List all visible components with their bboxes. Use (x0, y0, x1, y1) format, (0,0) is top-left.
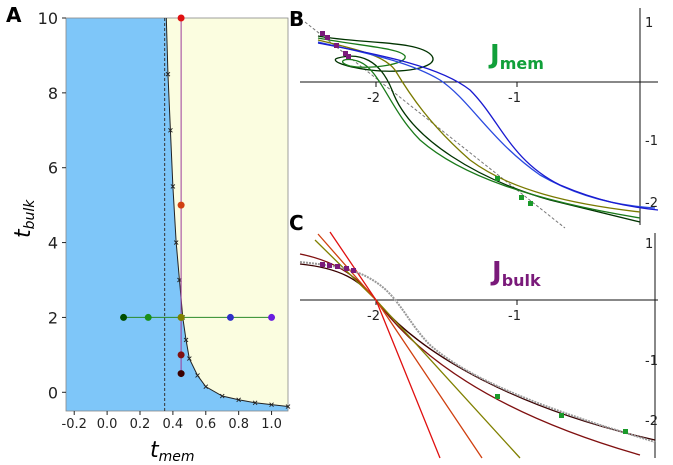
boundary-marker (252, 400, 258, 406)
panel-b-curve (317, 35, 641, 223)
panel-c-ytick-label: 1 (645, 237, 653, 252)
panel-b-ytick-label: -1 (645, 134, 658, 149)
panel-b-curve (317, 42, 659, 211)
data-point (177, 370, 185, 378)
data-point (177, 351, 185, 359)
x-tick-label: 0.2 (130, 417, 151, 432)
panel-c-plot: -2 -1 1 -1 -2 Jbulk (299, 231, 658, 459)
y-tick-label: 10 (38, 9, 58, 28)
panel-c-dashed-curve (299, 261, 656, 443)
purple-marker (325, 35, 330, 40)
purple-marker (327, 263, 332, 268)
panel-a-plot (65, 14, 291, 412)
panel-c-line (299, 263, 656, 441)
panel-c-line (314, 239, 521, 459)
boundary-marker (219, 393, 225, 399)
data-point (177, 14, 185, 22)
green-marker (623, 429, 628, 434)
y-tick-label: 4 (48, 234, 58, 253)
panel-b-xtick-label: -2 (367, 91, 380, 106)
panel-a-x-ticks: -0.2 0.0 0.2 0.4 0.6 0.8 1.0 (62, 411, 282, 432)
panel-a-y-ticks: 0 2 4 6 8 10 (38, 9, 66, 402)
green-marker (495, 394, 500, 399)
boundary-marker (165, 71, 171, 77)
panel-label-a: A (6, 3, 22, 27)
data-point (177, 313, 185, 321)
panel-c-markers (320, 262, 628, 434)
panel-b-plot: -2 -1 1 -1 -2 Jmem (300, 8, 659, 229)
purple-marker (344, 266, 349, 271)
boundary-marker (285, 404, 291, 409)
purple-marker (346, 54, 351, 59)
x-tick-label: -0.2 (62, 417, 87, 432)
y-tick-label: 0 (48, 383, 58, 402)
panel-c-xtick-label: -2 (367, 309, 380, 324)
green-marker (495, 176, 500, 181)
y-tick-label: 8 (48, 84, 58, 103)
boundary-marker (203, 384, 209, 389)
y-tick-label: 6 (48, 159, 58, 178)
panel-label-c: C (289, 211, 304, 235)
panel-c-line (299, 253, 641, 456)
boundary-marker (170, 184, 176, 189)
green-marker (559, 413, 564, 418)
data-point (120, 313, 128, 321)
purple-marker (335, 264, 340, 269)
green-marker (519, 195, 524, 200)
panel-b-markers (320, 31, 533, 206)
x-tick-label: 0.4 (163, 417, 184, 432)
panel-b-annotation: Jmem (488, 40, 544, 73)
boundary-marker (195, 373, 200, 378)
panel-c-ytick-label: -1 (645, 354, 658, 369)
purple-marker (351, 268, 356, 273)
purple-marker (320, 262, 325, 267)
x-tick-label: 0.0 (97, 417, 118, 432)
data-point (268, 313, 276, 321)
panel-b-curve (317, 37, 641, 219)
data-point (144, 313, 152, 321)
purple-marker (334, 43, 339, 48)
panel-a-xlabel: tmem (150, 438, 195, 465)
boundary-marker (269, 402, 274, 407)
x-tick-label: 1.0 (261, 417, 282, 432)
panel-c-line (329, 231, 441, 459)
boundary-markers (165, 71, 291, 409)
purple-marker (320, 31, 325, 36)
region-right (166, 18, 288, 407)
x-tick-label: 0.6 (195, 417, 216, 432)
panel-b-xtick-label: -1 (508, 91, 521, 106)
panel-a-frame (65, 17, 289, 412)
panel-b-ytick-label: 1 (645, 16, 653, 31)
boundary-marker (187, 356, 192, 361)
panel-a-ylabel: tbulk (11, 199, 38, 238)
purple-marker (343, 51, 348, 56)
panel-label-b: B (289, 7, 304, 31)
panel-c-annotation: Jbulk (490, 257, 541, 290)
boundary-marker (183, 337, 189, 343)
panel-c-ytick-label: -2 (645, 414, 658, 429)
vertical-series-points (177, 14, 185, 378)
boundary-marker (173, 240, 179, 245)
green-marker (528, 201, 533, 206)
data-point (177, 201, 185, 209)
y-tick-label: 2 (48, 308, 58, 327)
x-tick-label: 0.8 (228, 417, 249, 432)
panel-c-xtick-label: -1 (508, 309, 521, 324)
boundary-marker (168, 127, 173, 133)
phase-boundary-line (165, 17, 289, 408)
data-point (226, 313, 234, 321)
boundary-marker (236, 397, 241, 403)
